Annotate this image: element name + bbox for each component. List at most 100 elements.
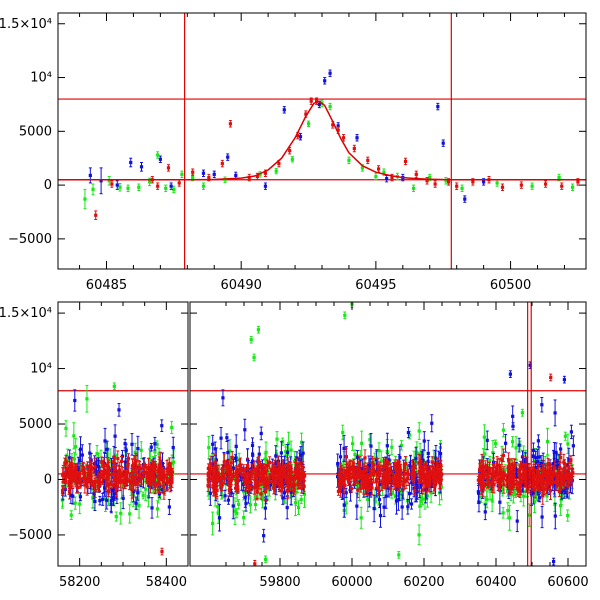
data-point [530, 182, 534, 190]
data-point [170, 420, 174, 435]
data-point [422, 431, 426, 451]
data-point [228, 120, 233, 128]
data-point [85, 461, 90, 471]
data-point [237, 499, 241, 510]
data-point [166, 164, 171, 172]
data-point [60, 485, 65, 497]
data-point [498, 490, 502, 515]
data-point [274, 167, 278, 175]
data-point [201, 169, 206, 177]
data-point [444, 177, 448, 185]
data-point [374, 172, 378, 181]
data-point [545, 427, 550, 456]
x-tick-label: 58200 [59, 575, 100, 590]
outlier-points [112, 382, 164, 556]
data-point [93, 457, 97, 477]
data-point [78, 473, 83, 489]
data-point [543, 180, 548, 188]
y-tick-label: 0 [44, 178, 52, 193]
data-point [141, 491, 145, 500]
data-point [114, 511, 118, 522]
data-point [118, 182, 122, 192]
data-point [130, 458, 135, 474]
data-point [169, 182, 173, 190]
data-point [553, 399, 557, 427]
data-point [144, 463, 148, 483]
data-point [170, 467, 174, 477]
data-point [519, 181, 523, 189]
data-point [366, 156, 370, 165]
data-point [263, 496, 267, 520]
data-point [540, 397, 544, 413]
data-point [403, 157, 408, 166]
data-point [85, 385, 89, 413]
data-point [463, 195, 467, 203]
data-point [563, 431, 567, 441]
data-point [110, 480, 114, 489]
data-point [262, 528, 266, 543]
data-point [553, 502, 557, 530]
data-point [112, 455, 116, 468]
data-point [73, 389, 77, 412]
bottom-plot-area [58, 382, 188, 556]
data-point [406, 498, 410, 515]
data-point [164, 184, 168, 193]
data-point [460, 184, 464, 193]
data-point [160, 419, 164, 433]
data-point [409, 498, 414, 510]
data-point [436, 102, 440, 111]
data-point [128, 504, 132, 524]
data-point [501, 507, 505, 519]
data-point [485, 490, 489, 509]
data-point [87, 457, 92, 476]
data-point [252, 353, 256, 362]
data-point [73, 496, 77, 510]
data-point [372, 494, 376, 523]
data-point [91, 183, 95, 196]
data-point [242, 510, 246, 525]
bottom-frame [189, 301, 587, 567]
data-point [191, 168, 195, 176]
data-point [201, 182, 206, 190]
data-point [285, 495, 289, 520]
data-point [130, 433, 134, 456]
data-point [108, 474, 112, 493]
data-point [76, 481, 80, 494]
data-point [359, 506, 363, 529]
data-point [275, 431, 279, 448]
x-tick-label: 60200 [403, 575, 444, 590]
x-tick-label: 60000 [331, 575, 372, 590]
data-point [514, 436, 518, 460]
data-point [156, 151, 160, 159]
data-point [153, 460, 157, 472]
data-point [150, 497, 154, 519]
data-point [85, 478, 89, 496]
data-point [93, 477, 97, 493]
data-point [137, 183, 141, 191]
top-panel: −5000 0 5000 10⁴ 1.5×10⁴ 60485 60490 60495 60500 [0, 12, 587, 293]
data-point [103, 465, 107, 478]
data-point [217, 504, 222, 532]
data-point [103, 427, 107, 454]
bottom-frame [57, 301, 189, 567]
data-point [508, 505, 512, 531]
y-tick-label: 0 [44, 472, 52, 487]
data-point [510, 436, 515, 448]
data-point [482, 424, 486, 450]
data-point [219, 427, 223, 450]
data-point [124, 443, 128, 457]
data-point [309, 97, 313, 105]
data-point [216, 500, 220, 513]
x-tick-label: 60500 [490, 278, 531, 293]
data-point [130, 480, 134, 499]
data-point [328, 102, 332, 111]
data-point [500, 183, 505, 191]
data-point [107, 175, 111, 186]
data-point [119, 455, 124, 467]
data-point [94, 210, 98, 221]
top-plot-area [58, 13, 586, 269]
data-point [527, 503, 531, 527]
data-point [298, 132, 303, 141]
data-point [399, 440, 404, 451]
x-tick-label: 58400 [146, 575, 187, 590]
